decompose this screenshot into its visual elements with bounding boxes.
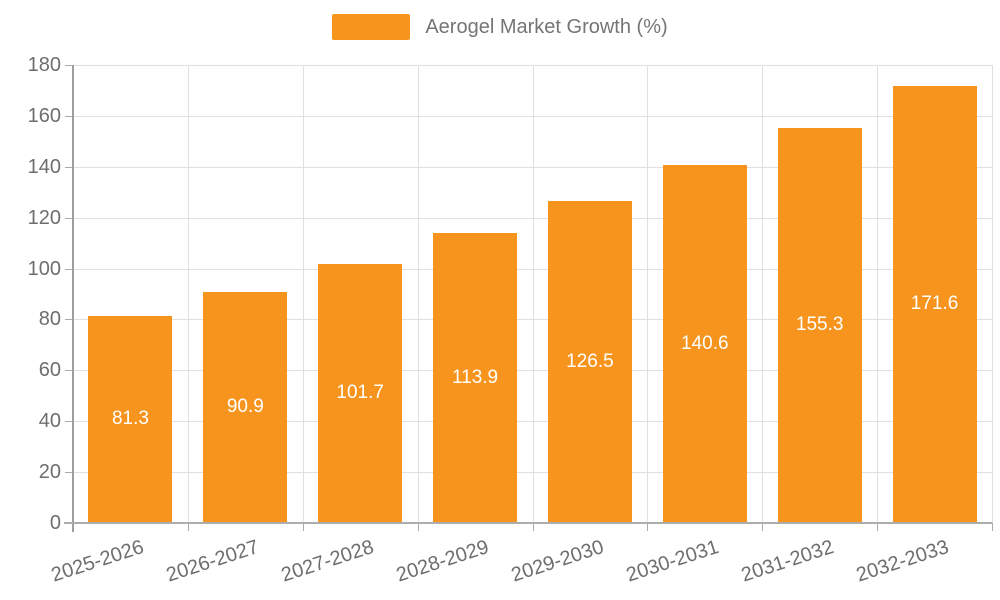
bar[interactable]: 90.9 xyxy=(203,291,288,522)
chart-legend[interactable]: Aerogel Market Growth (%) xyxy=(0,14,1000,40)
bar-value-label: 126.5 xyxy=(566,350,614,372)
x-gridline xyxy=(992,65,993,523)
x-gridline xyxy=(647,65,649,523)
bar[interactable]: 171.6 xyxy=(892,86,977,522)
x-axis-line xyxy=(64,522,992,524)
x-axis-label: 2025-2026 xyxy=(49,536,147,587)
y-axis-label: 100 xyxy=(27,257,61,280)
y-axis-label: 120 xyxy=(27,206,61,229)
bar-value-label: 171.6 xyxy=(910,293,959,315)
bar-value-label: 101.7 xyxy=(336,382,384,404)
x-gridline xyxy=(877,65,879,523)
y-tick-mark xyxy=(65,319,73,321)
x-tick-mark xyxy=(532,523,534,531)
x-axis-label: 2026-2027 xyxy=(163,536,262,587)
x-tick-mark xyxy=(187,523,189,531)
x-gridline xyxy=(302,65,304,523)
bar[interactable]: 81.3 xyxy=(88,316,173,522)
x-tick-mark xyxy=(647,523,649,531)
x-tick-mark xyxy=(992,523,993,531)
bar-value-label: 155.3 xyxy=(795,313,844,335)
y-axis-label: 40 xyxy=(38,410,61,433)
y-axis-label: 160 xyxy=(27,104,61,127)
x-axis-label: 2029-2030 xyxy=(508,536,607,587)
y-tick-mark xyxy=(65,166,73,168)
y-tick-mark xyxy=(65,268,73,270)
y-axis-label: 80 xyxy=(38,308,61,331)
x-gridline xyxy=(762,65,764,523)
x-axis-label: 2030-2031 xyxy=(623,536,722,587)
x-gridline xyxy=(532,65,534,523)
x-axis-label: 2031-2032 xyxy=(738,536,837,587)
x-tick-mark xyxy=(762,523,764,531)
x-tick-mark xyxy=(417,523,419,531)
x-tick-mark xyxy=(302,523,304,531)
legend-swatch-icon[interactable] xyxy=(332,14,411,40)
bar-value-label: 90.9 xyxy=(226,395,264,417)
y-tick-mark xyxy=(65,421,73,423)
x-axis-label: 2027-2028 xyxy=(278,536,377,587)
y-axis-label: 0 xyxy=(49,512,61,534)
legend-label[interactable]: Aerogel Market Growth (%) xyxy=(425,15,668,38)
bar[interactable]: 113.9 xyxy=(433,233,518,522)
y-tick-mark xyxy=(65,370,73,372)
y-tick-mark xyxy=(65,472,73,474)
bar-value-label: 140.6 xyxy=(681,332,729,354)
bar[interactable]: 140.6 xyxy=(662,165,747,522)
x-gridline xyxy=(417,65,419,523)
y-axis-label: 140 xyxy=(27,155,61,178)
y-tick-mark xyxy=(65,217,73,219)
y-tick-mark xyxy=(65,115,73,117)
x-axis-label: 2028-2029 xyxy=(393,536,492,587)
x-gridline xyxy=(187,65,189,523)
y-axis-label: 20 xyxy=(38,461,61,484)
x-axis-label: 2032-2033 xyxy=(853,536,952,587)
bar[interactable]: 155.3 xyxy=(777,127,862,522)
bar[interactable]: 101.7 xyxy=(318,264,403,522)
bar[interactable]: 126.5 xyxy=(547,201,632,522)
y-tick-mark xyxy=(65,65,73,66)
y-axis-label: 180 xyxy=(27,54,61,76)
x-tick-mark xyxy=(877,523,879,531)
bar-value-label: 113.9 xyxy=(451,366,499,388)
y-axis-line xyxy=(72,65,74,532)
y-axis-label: 60 xyxy=(38,359,61,382)
bar-value-label: 81.3 xyxy=(111,408,149,430)
